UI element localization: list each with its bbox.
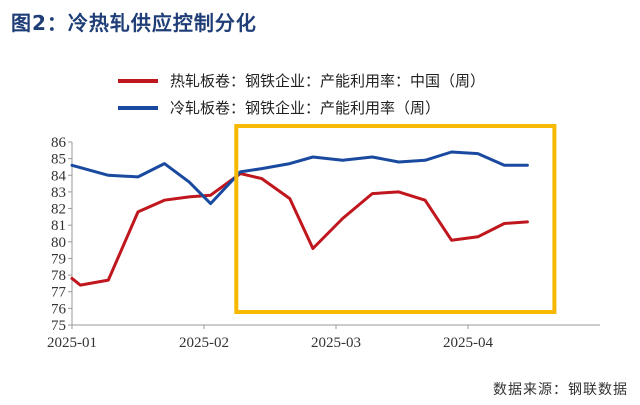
x-tick-label: 2025-01 [47, 335, 97, 351]
series-line-cold-rolled [70, 150, 529, 206]
legend-swatch-hot-rolled [118, 78, 158, 83]
legend-item-cold-rolled: 冷轧板卷：钢铁企业：产能利用率（周） [118, 97, 440, 118]
legend-label-cold-rolled: 冷轧板卷：钢铁企业：产能利用率（周） [170, 99, 441, 117]
y-tick-label: 76 [51, 301, 67, 317]
x-tick-label: 2025-03 [311, 335, 361, 351]
y-tick-label: 82 [51, 202, 66, 218]
chart-title: 图2：冷热轧供应控制分化 [11, 11, 257, 35]
highlight-box [234, 124, 557, 314]
y-tick-label: 77 [51, 285, 67, 301]
series-line-hot-rolled [70, 172, 529, 287]
legend-swatch-cold-rolled [118, 105, 158, 110]
y-tick-label: 85 [51, 152, 66, 168]
y-tick-label: 83 [51, 185, 66, 201]
y-tick-label: 80 [51, 235, 66, 251]
legend-label-hot-rolled: 热轧板卷：钢铁企业：产能利用率：中国（周） [170, 72, 486, 90]
x-tick-label: 2025-04 [443, 335, 493, 351]
source-note: 数据来源：钢联数据 [493, 382, 628, 398]
y-tick-label: 75 [51, 318, 66, 334]
y-tick-label: 78 [51, 268, 66, 284]
x-tick-label: 2025-02 [179, 335, 229, 351]
legend-item-hot-rolled: 热轧板卷：钢铁企业：产能利用率：中国（周） [118, 70, 485, 91]
y-tick-label: 84 [51, 168, 67, 184]
y-tick-label: 79 [51, 251, 66, 267]
y-tick-label: 81 [51, 218, 66, 234]
y-tick-label: 86 [51, 135, 67, 151]
